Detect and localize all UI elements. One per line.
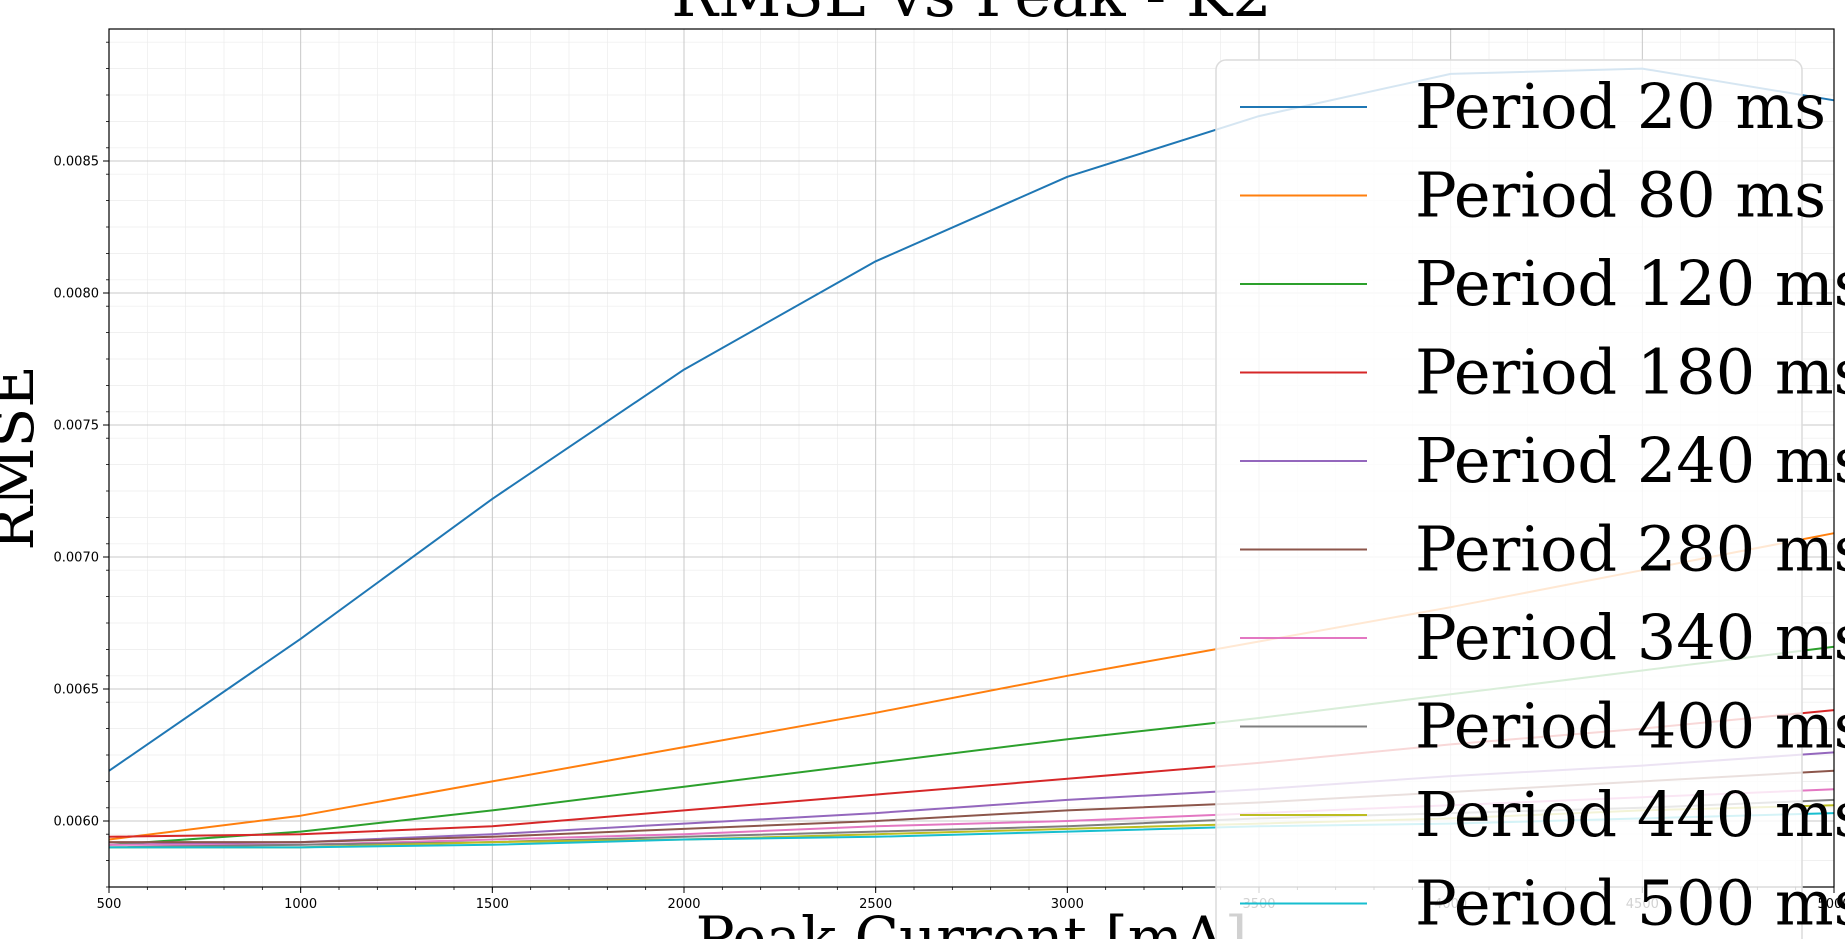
x-tick-label: 2000 — [667, 897, 700, 912]
legend-entry-label: Period 400 ms — [1415, 690, 1845, 763]
legend: Period 20 ms Period 80 ms Period 120 ms Per… — [1215, 59, 1845, 939]
legend-entry-label: Period 440 ms — [1415, 778, 1845, 851]
legend-entry-label: Period 120 ms — [1415, 247, 1845, 320]
y-tick-label: 0.0075 — [54, 419, 100, 434]
x-axis-label: Peak Current [mA] — [696, 904, 1248, 939]
y-tick-label: 0.0060 — [54, 815, 100, 830]
x-tick-label: 2500 — [859, 897, 892, 912]
legend-entry-label: Period 280 ms — [1415, 513, 1845, 586]
legend-entry-label: Period 20 ms — [1415, 70, 1826, 143]
y-axis-ticks: 0.0060 0.0065 0.0070 0.0075 0.0080 0.0085 — [54, 41, 109, 888]
legend-box — [1215, 59, 1803, 939]
chart-title: RMSE vs Peak - K2 — [671, 0, 1271, 31]
y-axis-label: RMSE — [0, 365, 47, 550]
legend-entry-label: Period 180 ms — [1415, 336, 1845, 409]
legend-entry-label: Period 240 ms — [1415, 424, 1845, 497]
legend-entry-label: Period 80 ms — [1415, 159, 1826, 232]
y-tick-label: 0.0080 — [54, 287, 100, 302]
x-tick-label: 1500 — [476, 897, 509, 912]
y-tick-label: 0.0070 — [54, 551, 100, 566]
y-tick-label: 0.0065 — [54, 683, 100, 698]
y-tick-label: 0.0085 — [54, 155, 100, 170]
x-tick-label: 3000 — [1051, 897, 1084, 912]
plot-frame — [108, 28, 1835, 888]
x-tick-label: 1000 — [284, 897, 317, 912]
legend-entry-label: Period 500 ms — [1415, 867, 1845, 939]
x-tick-label: 500 — [97, 897, 122, 912]
legend-entry-label: Period 340 ms — [1415, 601, 1845, 674]
